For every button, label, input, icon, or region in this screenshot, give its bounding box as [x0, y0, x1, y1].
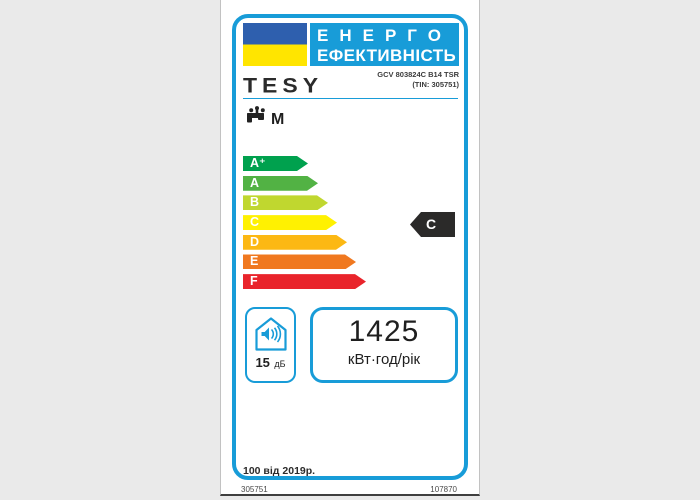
rating-arrow-E: E	[243, 254, 356, 269]
annual-energy-box: 1425 кВт·год/рік	[310, 307, 458, 383]
label-header: ЕНЕРГО ЕФЕКТИВНІСТЬ	[310, 23, 459, 66]
rating-arrow-F: F	[243, 274, 366, 289]
sound-house-icon	[254, 317, 287, 351]
rating-arrow-C: C	[243, 215, 337, 230]
model-info: GCV 803824C B14 TSR (TIN: 305751)	[377, 70, 459, 89]
brand-logo: TESY	[243, 73, 324, 97]
document-id-right: 107870	[430, 485, 457, 494]
regulation-note: 100 від 2019р.	[243, 465, 316, 477]
rating-arrow-B: B	[243, 195, 328, 210]
energy-label: ЕНЕРГО ЕФЕКТИВНІСТЬ TESY GCV 803824C B14…	[232, 14, 468, 480]
noise-value: 15	[255, 355, 270, 370]
noise-unit: дБ	[274, 359, 286, 369]
rating-pointer: C	[410, 212, 455, 237]
label-sheet: ЕНЕРГО ЕФЕКТИВНІСТЬ TESY GCV 803824C B14…	[220, 0, 480, 496]
ukraine-flag	[243, 23, 307, 66]
rating-arrow-A: A⁺	[243, 156, 308, 171]
energy-value: 1425	[348, 315, 420, 348]
model-tin: (TIN: 305751)	[412, 79, 459, 89]
rating-arrow-A: A	[243, 176, 318, 191]
noise-level: 15 дБ	[255, 354, 285, 372]
header-title-line2: ЕФЕКТИВНІСТЬ	[317, 46, 457, 65]
faucet-icon	[247, 106, 265, 123]
load-profile-row: M	[243, 106, 284, 128]
noise-box: 15 дБ	[245, 307, 296, 383]
energy-unit: кВт·год/рік	[347, 351, 421, 368]
document-id-left: 305751	[241, 485, 268, 494]
rating-scale: A⁺ A B C D E F	[243, 156, 366, 294]
model-number: GCV 803824C B14 TSR	[377, 70, 459, 79]
header-divider	[243, 98, 458, 99]
load-profile-value: M	[271, 111, 285, 128]
rating-arrow-D: D	[243, 235, 347, 250]
header-title-line1: ЕНЕРГО	[317, 26, 452, 45]
